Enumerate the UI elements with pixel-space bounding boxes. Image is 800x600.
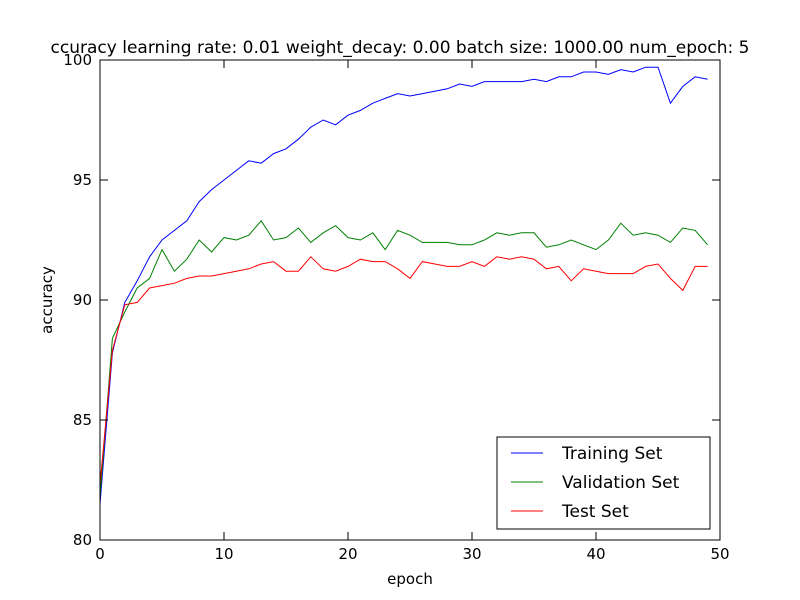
legend-label-validation-set: Validation Set: [562, 473, 680, 493]
x-axis-ticks: 0 10 20 30 40 50: [95, 60, 730, 563]
y-tick-label: 100: [63, 51, 92, 69]
chart-title: ccuracy learning rate: 0.01 weight_decay…: [51, 38, 750, 58]
legend-label-training-set: Training Set: [561, 444, 663, 464]
y-tick-label: 85: [73, 411, 92, 429]
series-line-test-set: [99, 256, 708, 485]
y-axis-label: accuracy: [38, 266, 56, 334]
series-layer: [99, 66, 708, 505]
x-tick-label: 30: [462, 545, 481, 563]
legend: Training Set Validation Set Test Set: [496, 436, 711, 530]
y-axis-ticks: 80 85 90 95 100: [63, 51, 720, 549]
y-tick-label: 80: [73, 531, 92, 549]
y-tick-label: 95: [73, 171, 92, 189]
series-line-training-set: [99, 66, 708, 505]
x-tick-label: 20: [338, 545, 357, 563]
x-tick-label: 0: [95, 545, 105, 563]
series-line-validation-set: [99, 219, 708, 497]
legend-box: [496, 436, 711, 530]
y-tick-label: 90: [73, 291, 92, 309]
x-tick-label: 50: [710, 545, 729, 563]
legend-label-test-set: Test Set: [561, 502, 629, 522]
x-tick-label: 10: [214, 545, 233, 563]
x-axis-label: epoch: [387, 570, 433, 588]
x-tick-label: 40: [586, 545, 605, 563]
